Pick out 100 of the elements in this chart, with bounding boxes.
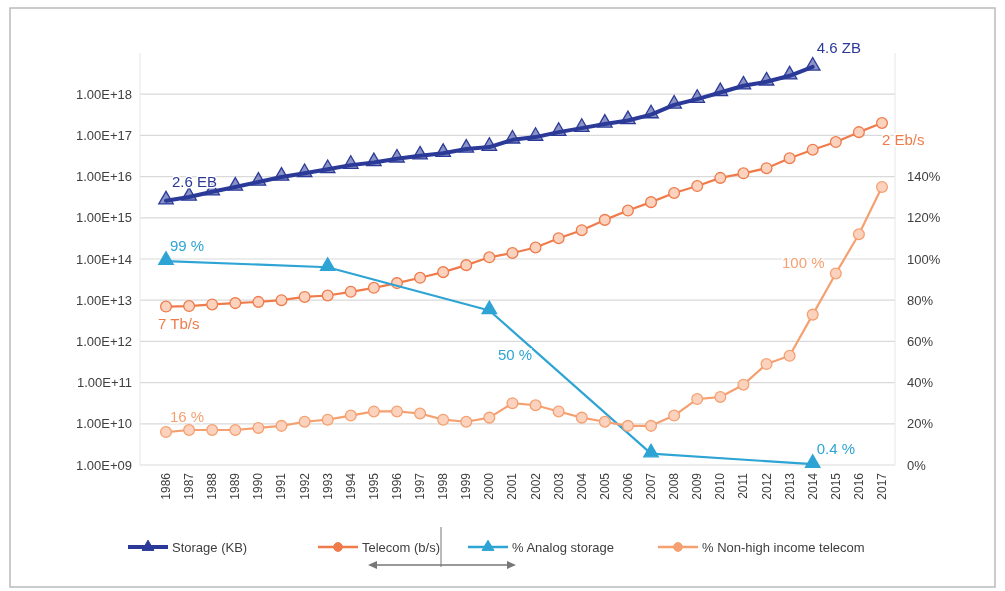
x-tick-label: 2012 bbox=[759, 472, 774, 500]
y-tick-label: 1.00E+12 bbox=[75, 333, 132, 349]
point bbox=[158, 190, 174, 205]
x-tick-label: 2013 bbox=[782, 472, 797, 500]
y-tick-label: 1.00E+14 bbox=[75, 251, 132, 267]
point bbox=[273, 166, 290, 181]
y-tick-label: 1.00E+15 bbox=[75, 210, 132, 226]
y-tick-label: 1.00E+18 bbox=[75, 86, 132, 102]
point bbox=[504, 129, 521, 144]
point bbox=[552, 232, 565, 245]
annotation: 2 Eb/s bbox=[882, 131, 925, 148]
point bbox=[506, 246, 519, 259]
point bbox=[621, 204, 634, 217]
point bbox=[250, 171, 267, 186]
annotation: 2.6 EB bbox=[172, 172, 218, 190]
point bbox=[666, 94, 683, 109]
y2-tick-label: 140% bbox=[907, 169, 941, 185]
data-label: 16 % bbox=[170, 408, 205, 426]
x-tick-label: 2010 bbox=[713, 472, 728, 500]
y2-tick-label: 0% bbox=[907, 457, 927, 473]
annotation: 4.6 ZB bbox=[816, 38, 861, 56]
point bbox=[714, 171, 727, 184]
point bbox=[575, 224, 588, 237]
x-tick-label: 2003 bbox=[551, 472, 566, 500]
x-tick-label: 2011 bbox=[736, 472, 751, 499]
x-tick-label: 1991 bbox=[274, 472, 289, 500]
point bbox=[159, 300, 173, 313]
y2-tick-label: 40% bbox=[907, 375, 934, 391]
x-tick-label: 1997 bbox=[413, 472, 428, 500]
x-tick-label: 2014 bbox=[805, 472, 820, 500]
y2-tick-label: 20% bbox=[907, 416, 934, 432]
y-tick-label: 1.00E+11 bbox=[76, 375, 132, 391]
x-tick-label: 1994 bbox=[343, 472, 358, 500]
x-tick-label: 2005 bbox=[597, 472, 612, 500]
x-tick-label: 2017 bbox=[875, 472, 889, 500]
point bbox=[527, 127, 544, 141]
point bbox=[573, 118, 590, 132]
x-tick-label: 1993 bbox=[320, 472, 335, 500]
x-tick-label: 2001 bbox=[505, 472, 520, 500]
point bbox=[668, 186, 681, 200]
point bbox=[804, 56, 821, 71]
point bbox=[414, 271, 427, 284]
point bbox=[735, 75, 752, 90]
point bbox=[437, 266, 450, 279]
point bbox=[643, 104, 659, 119]
annotation: 50 % bbox=[498, 346, 533, 363]
point bbox=[435, 143, 452, 158]
point bbox=[712, 82, 729, 97]
x-tick-label: 2000 bbox=[482, 472, 497, 500]
legend-label: % Analog storage bbox=[512, 539, 614, 555]
y-tick-label: 1.00E+17 bbox=[75, 127, 132, 143]
x-tick-label: 1992 bbox=[297, 472, 312, 500]
x-tick-label: 1988 bbox=[205, 472, 220, 500]
x-tick-label: 1995 bbox=[366, 472, 381, 500]
point bbox=[598, 213, 611, 226]
point bbox=[529, 241, 542, 254]
point bbox=[412, 145, 428, 160]
point bbox=[389, 148, 405, 163]
x-tick-label: 1996 bbox=[389, 472, 404, 500]
point bbox=[460, 259, 473, 272]
point bbox=[342, 155, 359, 169]
point bbox=[298, 290, 311, 303]
point bbox=[689, 89, 706, 103]
point bbox=[458, 138, 475, 153]
x-tick-label: 1998 bbox=[436, 472, 451, 500]
y-tick-label: 1.00E+09 bbox=[75, 457, 132, 473]
x-tick-label: 2009 bbox=[690, 472, 705, 500]
legend-label: Telecom (b/s) bbox=[362, 539, 441, 555]
point bbox=[365, 152, 382, 167]
y-tick-label: 1.00E+16 bbox=[75, 169, 132, 185]
x-tick-label: 2004 bbox=[574, 472, 589, 500]
y2-tick-label: 120% bbox=[907, 210, 941, 226]
point bbox=[596, 113, 613, 128]
x-tick-label: 1989 bbox=[228, 472, 243, 500]
y-tick-label: 1.00E+13 bbox=[75, 292, 132, 308]
point bbox=[227, 176, 244, 191]
x-tick-label: 1999 bbox=[459, 472, 474, 500]
y2-tick-label: 60% bbox=[907, 333, 934, 349]
data-label: 0.4 % bbox=[816, 440, 856, 458]
x-tick-label: 2015 bbox=[828, 472, 843, 500]
y2-tick-label: 80% bbox=[907, 292, 934, 308]
point bbox=[183, 300, 196, 313]
point bbox=[181, 186, 197, 201]
point bbox=[206, 298, 219, 311]
legend-label: % Non-high income telecom bbox=[702, 539, 865, 555]
x-tick-label: 2002 bbox=[528, 472, 543, 500]
legend-label: Storage (KB) bbox=[172, 539, 248, 555]
x-tick-label: 2006 bbox=[620, 472, 635, 500]
point bbox=[483, 251, 496, 264]
y2-tick-label: 100% bbox=[907, 251, 941, 267]
point bbox=[252, 295, 265, 308]
y-tick-label: 1.00E+10 bbox=[75, 416, 132, 432]
point bbox=[229, 297, 242, 310]
point bbox=[319, 159, 336, 174]
annotation: 100 % bbox=[782, 254, 825, 271]
point bbox=[275, 294, 288, 307]
x-tick-label: 1986 bbox=[159, 472, 173, 500]
point bbox=[645, 196, 658, 209]
point bbox=[296, 163, 313, 178]
point bbox=[321, 289, 334, 302]
